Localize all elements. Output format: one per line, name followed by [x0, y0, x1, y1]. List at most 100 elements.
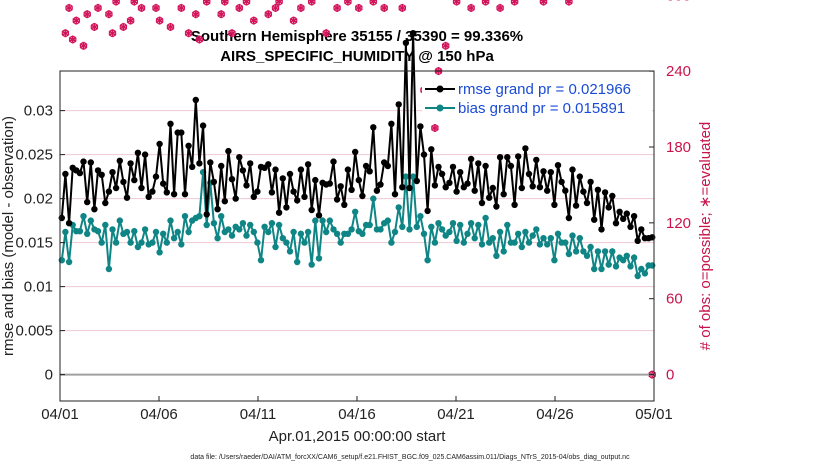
rmse-point [627, 223, 634, 230]
obs-evaluated-point [220, 0, 229, 6]
bias-point [105, 265, 113, 273]
rmse-point [286, 170, 294, 178]
rmse-point [185, 142, 192, 149]
right-axis-ticks: 060120180240300360 [649, 0, 691, 384]
x-tick-label: 04/11 [240, 406, 276, 423]
x-tick-label: 04/16 [338, 406, 376, 423]
bias-point [344, 230, 352, 237]
bias-point [290, 228, 297, 236]
obs-evaluated-point [112, 0, 120, 6]
plot-area [60, 71, 654, 401]
obs-asterisk-stroke [68, 36, 77, 43]
obs-asterisk-stroke [119, 24, 128, 30]
bias-point [409, 173, 417, 180]
bias-point [304, 228, 312, 236]
obs-asterisk-stroke [94, 5, 102, 11]
bias-point [80, 213, 87, 220]
obs-asterisk-stroke [354, 5, 363, 11]
obs-asterisk-stroke [155, 17, 164, 24]
rmse-point [199, 122, 207, 129]
bias-point [435, 220, 442, 227]
chart-subtitle: AIRS_SPECIFIC_HUMIDITY @ 150 hPa [220, 48, 494, 65]
rmse-point [630, 213, 638, 220]
obs-evaluated-point [119, 22, 128, 31]
bias-point [214, 235, 221, 242]
bias-point [297, 230, 305, 237]
rmse-point [562, 187, 569, 194]
rmse-point [525, 170, 533, 178]
rmse-point [620, 215, 627, 222]
rmse-point [601, 189, 609, 196]
rmse-point [352, 148, 359, 156]
bias-point [265, 228, 272, 236]
legend: rmse grand pr = 0.021966 bias grand pr =… [422, 78, 652, 118]
obs-asterisk-stroke [496, 5, 504, 11]
rmse-point [457, 169, 464, 176]
rmse-point [145, 193, 152, 200]
rmse-point [192, 96, 199, 104]
rmse-point [348, 186, 355, 193]
obs-asterisk-stroke [481, 0, 490, 5]
rmse-point [232, 195, 239, 202]
obs-asterisk-stroke [137, 5, 146, 11]
bias-point [634, 272, 641, 280]
rmse-point [569, 166, 576, 173]
rmse-point [591, 216, 598, 223]
left-tick-label: 0.005 [15, 323, 53, 340]
bias-point [247, 221, 254, 229]
bias-point [554, 230, 562, 237]
bias-point [62, 228, 69, 236]
rmse-point [112, 184, 120, 192]
rmse-point [225, 147, 232, 155]
bias-point [478, 241, 486, 248]
bias-point [210, 220, 218, 227]
obs-evaluated-point [289, 16, 298, 25]
bias-point [391, 228, 399, 236]
bias-point [467, 220, 475, 227]
bias-point [583, 252, 591, 259]
obs-evaluated-point [452, 0, 461, 6]
bias-point [424, 257, 431, 264]
legend-bias-marker [436, 104, 444, 112]
rmse-point [337, 183, 344, 190]
left-tick-label: 0.02 [24, 191, 53, 208]
rmse-point [76, 169, 84, 177]
bias-point [536, 241, 544, 248]
right-tick-label: 120 [666, 215, 691, 232]
legend-rmse-marker [436, 85, 444, 93]
rmse-point [131, 176, 138, 184]
rmse-point [486, 194, 493, 201]
obs-asterisk-stroke [452, 0, 461, 5]
rmse-point [384, 162, 391, 170]
obs-asterisk-stroke [271, 5, 280, 11]
bias-point [185, 228, 192, 236]
legend-bias-label: bias grand pr = 0.015891 [458, 100, 625, 117]
obs-evaluated-point [297, 3, 305, 12]
rmse-point [333, 196, 341, 203]
rmse-point [413, 177, 420, 185]
rmse-point [315, 212, 323, 219]
obs-evaluated-point [333, 3, 341, 12]
obs-asterisk-stroke [275, 0, 283, 5]
rmse-point [547, 169, 554, 176]
bias-point [464, 230, 471, 237]
obs-asterisk-stroke [191, 11, 200, 17]
bias-point [420, 230, 428, 237]
bias-point [160, 230, 167, 237]
bias-point [286, 248, 294, 255]
rmse-point [123, 194, 131, 201]
rmse-point [120, 178, 127, 186]
rmse-point [366, 168, 373, 175]
obs-evaluated-point [79, 41, 88, 50]
obs-asterisk-stroke [79, 43, 88, 49]
bias-point [250, 228, 257, 236]
rmse-point [406, 184, 413, 192]
bias-point [377, 226, 384, 233]
bias-point [170, 235, 178, 242]
rmse-point [489, 184, 496, 192]
rmse-point [268, 189, 276, 196]
bias-point [152, 228, 160, 236]
obs-asterisk-stroke [202, 0, 211, 5]
left-tick-label: 0.01 [24, 279, 53, 296]
rmse-point [275, 209, 283, 216]
